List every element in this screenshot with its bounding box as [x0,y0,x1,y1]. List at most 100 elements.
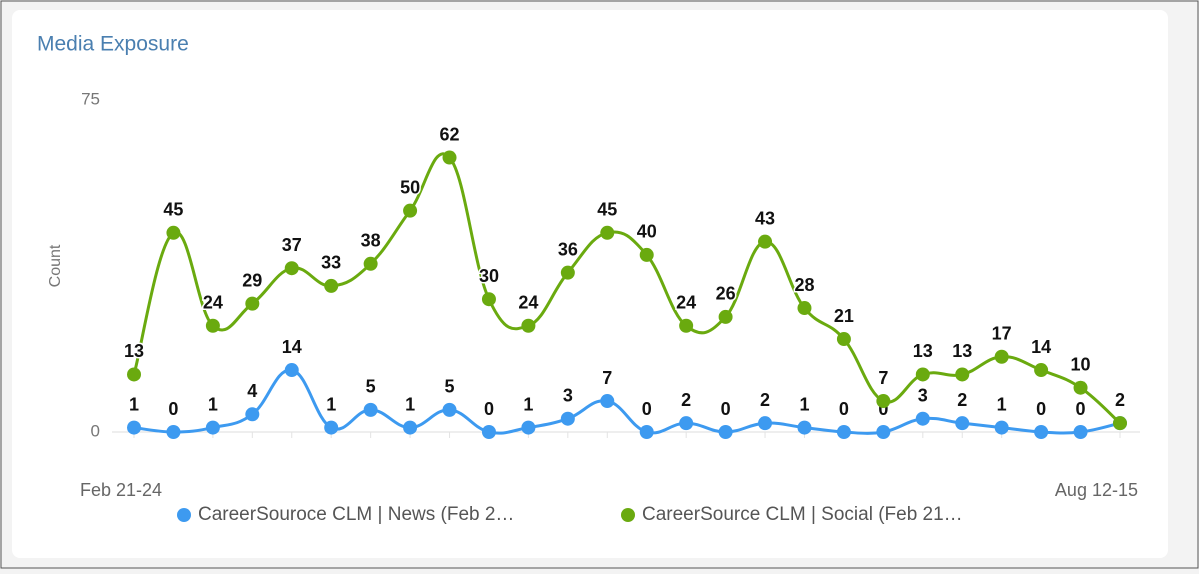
data-label: 2 [681,390,691,410]
y-tick-label: 75 [81,89,100,108]
data-label: 13 [913,341,933,361]
data-label: 3 [563,385,573,405]
data-label: 14 [282,337,302,357]
data-point [205,318,220,333]
x-tick-label: Feb 21-24 [80,480,162,500]
data-point [245,407,260,422]
data-point [679,416,694,431]
data-point [205,420,220,435]
data-label: 4 [247,381,257,401]
y-tick-label: 0 [91,421,100,440]
data-point [166,425,181,439]
data-label: 7 [602,368,612,388]
data-point [363,256,378,271]
data-point [797,420,812,435]
data-label: 5 [366,377,376,397]
data-point [915,367,930,382]
data-label: 5 [445,377,455,397]
data-label: 37 [282,235,302,255]
data-label: 2 [760,390,770,410]
data-label: 21 [834,306,854,326]
data-point [1073,425,1088,439]
y-axis-label: Count [47,244,64,287]
data-point [915,411,930,426]
data-label: 0 [168,399,178,419]
data-point [363,402,378,417]
data-point [403,420,418,435]
data-point [679,318,694,333]
data-label: 13 [124,341,144,361]
data-label: 2 [957,390,967,410]
data-point [521,420,536,435]
chart-title: Media Exposure [37,33,189,56]
data-point [876,394,891,409]
data-label: 14 [1031,337,1051,357]
data-point [560,411,575,426]
data-point [1073,380,1088,395]
data-point [718,425,733,439]
data-label: 7 [878,368,888,388]
data-point [758,416,773,431]
data-label: 1 [326,394,336,414]
data-label: 0 [1076,399,1086,419]
data-label: 13 [952,341,972,361]
data-point [994,420,1009,435]
data-point [403,203,418,218]
data-label: 1 [405,394,415,414]
data-point [481,425,496,439]
data-label: 45 [163,200,183,220]
data-label: 1 [799,394,809,414]
legend-marker [177,508,191,522]
data-point [994,349,1009,364]
data-point [836,425,851,439]
data-label: 62 [440,124,460,144]
data-label: 50 [400,177,420,197]
data-label: 33 [321,253,341,273]
data-label: 0 [642,399,652,419]
data-label: 1 [523,394,533,414]
data-point [521,318,536,333]
data-label: 24 [676,293,696,313]
legend-marker [621,508,635,522]
data-point [1034,363,1049,378]
data-point [600,225,615,240]
data-label: 43 [755,208,775,228]
data-label: 1 [129,394,139,414]
data-label: 1 [997,394,1007,414]
x-tick-label: Aug 12-15 [1055,480,1138,500]
data-point [324,278,339,293]
legend-label: CareerSource CLM | Social (Feb 21… [642,504,963,525]
data-label: 36 [558,239,578,259]
data-point [758,234,773,249]
data-point [127,420,141,435]
data-point [836,332,851,347]
card [12,10,1168,558]
data-point [245,296,260,311]
data-point [1034,425,1049,439]
data-label: 17 [992,323,1012,343]
data-label: 24 [518,293,538,313]
data-label: 29 [242,270,262,290]
data-label: 10 [1071,354,1091,374]
data-label: 30 [479,266,499,286]
data-point [166,225,181,240]
data-point [127,367,141,382]
data-label: 45 [597,200,617,220]
data-label: 1 [208,394,218,414]
data-point [955,367,970,382]
data-label: 38 [361,231,381,251]
data-label: 2 [1115,390,1125,410]
data-label: 28 [794,275,814,295]
data-point [481,292,496,307]
data-point [955,416,970,431]
data-point [284,363,299,378]
data-label: 0 [721,399,731,419]
data-point [639,247,654,262]
data-point [718,309,733,324]
data-point [442,402,457,417]
data-label: 0 [839,399,849,419]
data-label: 40 [637,222,657,242]
data-label: 0 [1036,399,1046,419]
data-point [797,301,812,316]
